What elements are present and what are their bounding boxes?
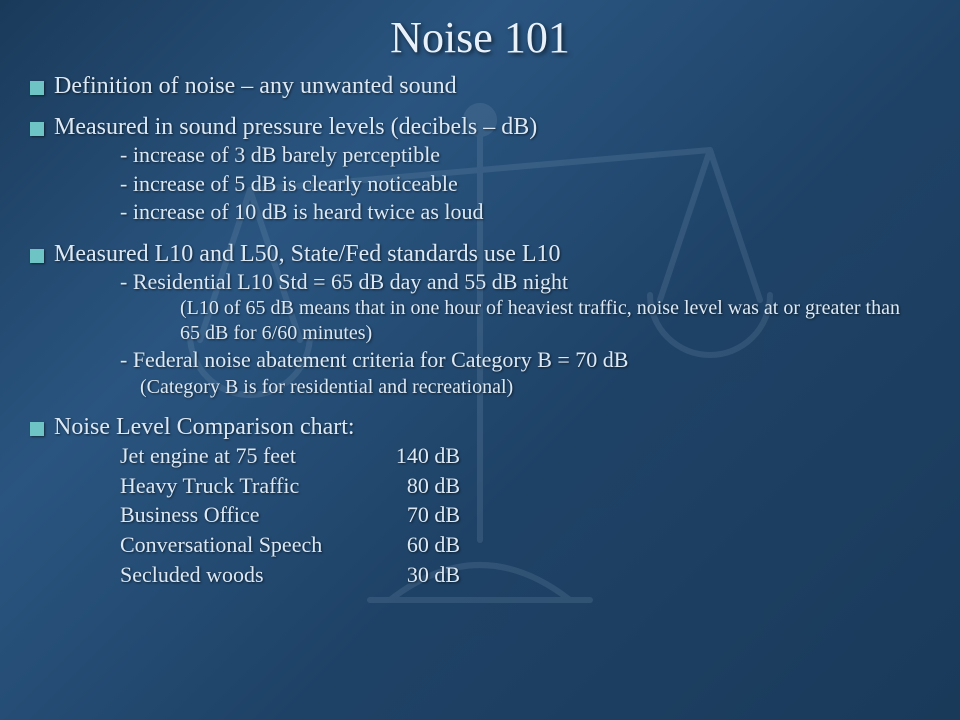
sub-item: - increase of 3 dB barely perceptible	[120, 141, 930, 170]
slide: Noise 101 Definition of noise – any unwa…	[0, 0, 960, 720]
sub-item: - increase of 10 dB is heard twice as lo…	[120, 198, 930, 227]
table-row: Secluded woods 30 dB	[120, 560, 930, 590]
table-row: Business Office 70 dB	[120, 500, 930, 530]
bullet-comparison-chart: Noise Level Comparison chart:	[30, 414, 930, 441]
slide-title: Noise 101	[30, 12, 930, 63]
bullet-square-icon	[30, 422, 44, 436]
paren-note: (Category B is for residential and recre…	[140, 375, 930, 400]
bullet-text: Noise Level Comparison chart:	[54, 414, 355, 441]
compare-value: 30 dB	[380, 560, 460, 590]
sub-item: - Federal noise abatement criteria for C…	[120, 346, 930, 375]
compare-label: Secluded woods	[120, 560, 380, 590]
table-row: Heavy Truck Traffic 80 dB	[120, 471, 930, 501]
bullet-square-icon	[30, 249, 44, 263]
bullet-text: Measured in sound pressure levels (decib…	[54, 114, 537, 141]
bullet-square-icon	[30, 122, 44, 136]
table-row: Conversational Speech 60 dB	[120, 530, 930, 560]
bullet-definition: Definition of noise – any unwanted sound	[30, 73, 930, 100]
compare-value: 80 dB	[380, 471, 460, 501]
bullet-text: Definition of noise – any unwanted sound	[54, 73, 457, 100]
paren-note: (L10 of 65 dB means that in one hour of …	[180, 296, 900, 346]
bullet-square-icon	[30, 81, 44, 95]
compare-value: 70 dB	[380, 500, 460, 530]
sub-item: - increase of 5 dB is clearly noticeable	[120, 170, 930, 199]
compare-value: 140 dB	[380, 441, 460, 471]
table-row: Jet engine at 75 feet 140 dB	[120, 441, 930, 471]
sub-item: - Residential L10 Std = 65 dB day and 55…	[120, 268, 930, 297]
bullet-text: Measured L10 and L50, State/Fed standard…	[54, 241, 561, 268]
bullet-measured-spl: Measured in sound pressure levels (decib…	[30, 114, 930, 141]
compare-label: Jet engine at 75 feet	[120, 441, 380, 471]
compare-label: Conversational Speech	[120, 530, 380, 560]
compare-value: 60 dB	[380, 530, 460, 560]
bullet-l10-l50: Measured L10 and L50, State/Fed standard…	[30, 241, 930, 268]
compare-label: Business Office	[120, 500, 380, 530]
compare-label: Heavy Truck Traffic	[120, 471, 380, 501]
comparison-table: Jet engine at 75 feet 140 dB Heavy Truck…	[120, 441, 930, 589]
